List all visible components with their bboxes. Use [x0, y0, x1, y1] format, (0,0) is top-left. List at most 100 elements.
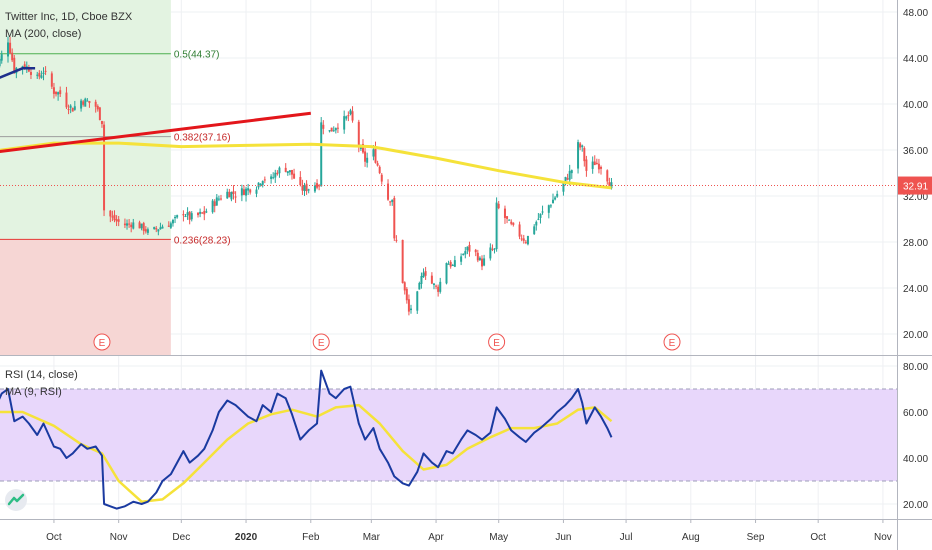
- earnings-marker-label: E: [493, 338, 500, 349]
- ma-legend: MA (200, close): [5, 28, 81, 40]
- price-axis[interactable]: 20.00 24.00 28.00 32.00 36.00 40.00 44.00 48.00…: [898, 8, 932, 341]
- candle-body: [249, 189, 252, 193]
- candle-body: [551, 199, 554, 204]
- candle-body: [372, 149, 375, 157]
- candle-body: [261, 181, 264, 185]
- candle-body: [535, 221, 538, 226]
- candle-body: [593, 161, 596, 166]
- candle-body: [322, 124, 325, 129]
- tradingview-logo-icon[interactable]: [5, 489, 27, 511]
- fib-level-label: 0.5(44.37): [174, 50, 220, 61]
- fib-zone-upper: [0, 0, 171, 240]
- candle-body: [564, 176, 567, 182]
- candle-body: [351, 111, 354, 121]
- time-tick-label: Jul: [620, 532, 633, 543]
- candle-body: [142, 223, 145, 231]
- candle-body: [293, 173, 296, 179]
- candle-body: [57, 92, 60, 95]
- candle-body: [13, 57, 16, 73]
- earnings-marker-label: E: [318, 338, 325, 349]
- candle-body: [109, 210, 112, 217]
- candle-body: [115, 219, 118, 222]
- candle-body: [117, 219, 120, 222]
- rsi-tick-label: 60.00: [903, 408, 928, 419]
- candle-body: [71, 107, 74, 112]
- earnings-marker-icon[interactable]: [93, 333, 111, 351]
- symbol-title: Twitter Inc, 1D, Cboe BZX: [5, 11, 133, 23]
- candle-body: [94, 101, 97, 107]
- candle-body: [203, 210, 206, 215]
- candle-body: [103, 124, 106, 211]
- earnings-marker-icon[interactable]: [488, 333, 506, 351]
- candle-body: [84, 98, 87, 107]
- candle-body: [232, 191, 235, 195]
- candle-body: [422, 272, 425, 278]
- candle-body: [608, 182, 611, 186]
- candle-body: [336, 127, 339, 129]
- earnings-marker-icon[interactable]: [663, 333, 681, 351]
- candle-body: [201, 212, 204, 214]
- candle-body: [301, 185, 304, 191]
- candle-body: [503, 208, 506, 218]
- candle-body: [98, 107, 101, 121]
- candle-body: [320, 122, 323, 187]
- candle-body: [211, 200, 214, 213]
- time-axis[interactable]: Sep Oct Nov Dec 2020 Feb Mar Apr May Jun Jul Aug Sep…: [0, 519, 892, 543]
- candle-body: [453, 260, 456, 267]
- candle-body: [245, 188, 248, 196]
- candle-body: [59, 90, 62, 95]
- candle-body: [451, 265, 454, 267]
- candle-body: [445, 263, 448, 284]
- candle-body: [541, 211, 544, 213]
- price-tick-label: 32.00: [903, 192, 928, 203]
- last-price-label: 32.91: [903, 182, 928, 193]
- fib-zone: 0.5(44.37) 0.382(37.16) 0.236(28.23): [0, 0, 231, 355]
- rsi-lines: [0, 369, 613, 510]
- candle-body: [510, 221, 513, 224]
- candle-body: [226, 191, 229, 199]
- candle-body: [407, 299, 410, 312]
- candle-body: [80, 100, 83, 109]
- fib-zone-lower: [0, 239, 171, 355]
- candle-body: [316, 183, 319, 188]
- candle-body: [67, 109, 70, 111]
- candle-body: [357, 121, 360, 147]
- candle-body: [343, 116, 346, 130]
- candle-body: [418, 283, 421, 290]
- candle-body: [100, 121, 103, 125]
- earnings-marker-label: E: [669, 338, 676, 349]
- candle-body: [364, 151, 367, 162]
- candle-body: [44, 70, 47, 72]
- candle-body: [380, 174, 383, 182]
- candle-body: [387, 183, 390, 200]
- candle-body: [247, 188, 250, 191]
- candle-body: [69, 105, 72, 108]
- candle-body: [462, 254, 465, 256]
- candle-body: [497, 203, 500, 209]
- rsi-ma-legend: MA (9, RSI): [5, 386, 62, 398]
- candle-body: [435, 285, 438, 287]
- price-overlays: [0, 67, 897, 190]
- candle-body: [600, 166, 603, 169]
- candle-body: [376, 163, 379, 166]
- candle-body: [288, 170, 291, 173]
- candle-body: [36, 74, 39, 76]
- candle-body: [318, 185, 321, 187]
- rsi-axis[interactable]: 20.00 40.00 60.00 80.00: [903, 362, 928, 511]
- candle-body: [303, 185, 306, 192]
- candle-body: [506, 216, 509, 219]
- earnings-marker-icon[interactable]: [312, 333, 330, 351]
- legend: Twitter Inc, 1D, Cboe BZX MA (200, close…: [5, 11, 133, 398]
- candle-body: [524, 241, 527, 243]
- candle-body: [157, 229, 160, 232]
- rsi-pane[interactable]: [0, 365, 897, 510]
- candle-body: [549, 205, 552, 207]
- time-tick-label: Oct: [46, 532, 62, 543]
- candle-body: [416, 291, 419, 311]
- time-tick-label: Oct: [810, 532, 826, 543]
- time-tick-label: May: [489, 532, 508, 543]
- candle-body: [556, 193, 559, 197]
- candle-body: [130, 224, 133, 228]
- earnings-marker-label: E: [99, 338, 106, 349]
